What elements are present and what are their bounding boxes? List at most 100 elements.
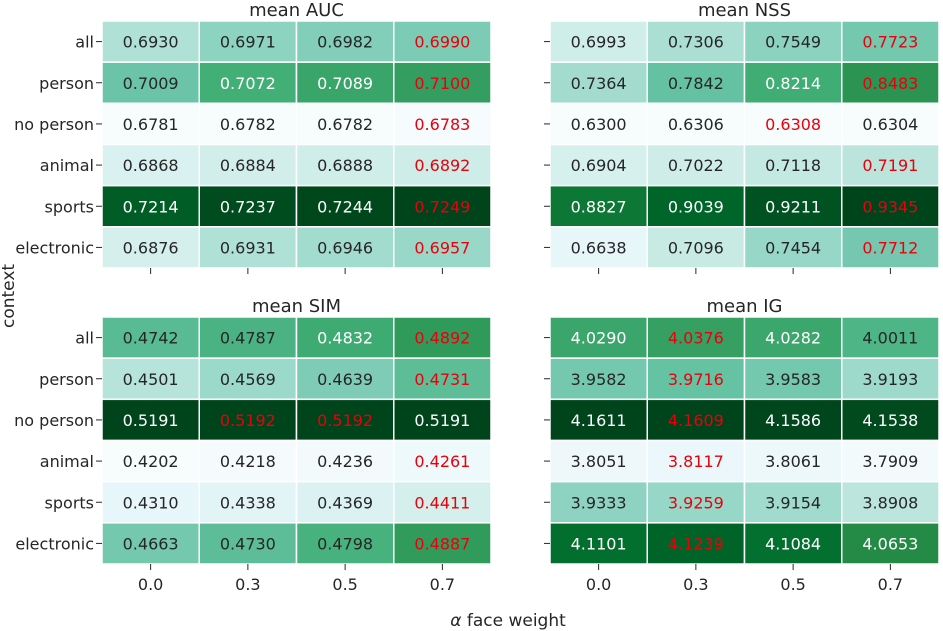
- y-tick-label: animal: [40, 452, 94, 471]
- cell-value-label: 0.6300: [571, 115, 627, 134]
- heatmap-panel: mean NSS 0.6993 0.7306 0.7549 0.7723 0.7364 0.…: [544, 0, 940, 274]
- cell-value-label: 3.9193: [862, 370, 918, 389]
- cell-value-label: 0.8483: [862, 74, 918, 93]
- cell-value-label: 0.4202: [123, 452, 179, 471]
- heatmap-cell: [295, 184, 395, 228]
- heatmap-cell: [393, 61, 492, 105]
- x-tick-label: 0.3: [683, 575, 708, 594]
- heatmap-cell: [841, 102, 940, 146]
- cell-value-label: 0.4218: [220, 452, 276, 471]
- x-tick-label: 0.0: [586, 575, 611, 594]
- cell-value-label: 4.0290: [571, 329, 627, 348]
- heatmap-cell: [101, 398, 200, 442]
- cell-value-label: 0.7118: [765, 156, 821, 175]
- cell-value-label: 0.6876: [123, 238, 179, 257]
- heatmap-cell: [198, 316, 298, 359]
- heatmap-cell: [841, 20, 940, 63]
- cell-value-label: 3.9582: [571, 370, 627, 389]
- y-tick-label: all: [75, 33, 94, 52]
- cell-value-label: 0.7009: [123, 74, 179, 93]
- cell-value-label: 0.4639: [317, 370, 373, 389]
- cell-value-label: 0.6990: [414, 33, 470, 52]
- cell-value-label: 0.6971: [220, 33, 276, 52]
- y-tick-label: person: [39, 74, 94, 93]
- heatmap-cell: [393, 522, 492, 565]
- heatmap-cell: [841, 398, 940, 442]
- heatmap-cell: [743, 143, 843, 187]
- cell-value-label: 4.1239: [668, 534, 724, 553]
- heatmap-cell: [393, 184, 492, 228]
- alpha-symbol: α: [450, 611, 461, 631]
- y-tick-label: no person: [14, 115, 94, 134]
- cell-value-label: 0.6904: [571, 156, 627, 175]
- cell-value-label: 0.7100: [414, 74, 470, 93]
- cell-value-label: 0.4310: [123, 493, 179, 512]
- x-tick-label: 0.5: [780, 575, 805, 594]
- cell-value-label: 4.1611: [571, 411, 627, 430]
- cell-value-label: 0.4663: [123, 534, 179, 553]
- heatmap-cell: [743, 480, 843, 524]
- cell-value-label: 0.4892: [414, 329, 470, 348]
- heatmap-cell: [198, 184, 298, 228]
- cell-value-label: 0.4730: [220, 534, 276, 553]
- cell-value-label: 3.8908: [862, 493, 918, 512]
- cell-value-label: 0.7712: [862, 238, 918, 257]
- heatmap-cell: [646, 480, 746, 524]
- y-tick-label: no person: [14, 411, 94, 430]
- heatmap-cell: [393, 439, 492, 483]
- x-tick-label: 0.3: [235, 575, 260, 594]
- heatmap-cell: [393, 102, 492, 146]
- cell-value-label: 3.9154: [765, 493, 821, 512]
- cell-value-label: 3.7909: [862, 452, 918, 471]
- cell-value-label: 0.5192: [317, 411, 373, 430]
- heatmap-cell: [841, 439, 940, 483]
- heatmap-cell: [295, 480, 395, 524]
- heatmap-cell: [198, 439, 298, 483]
- heatmap-cell: [198, 522, 298, 565]
- cell-value-label: 0.5191: [414, 411, 470, 430]
- heatmap-cell: [393, 143, 492, 187]
- cell-value-label: 0.6982: [317, 33, 373, 52]
- cell-value-label: 0.7364: [571, 74, 627, 93]
- heatmap-panel: mean IG 4.0290 4.0376 4.0282 4.0011 3.9582 3.9…: [544, 296, 940, 594]
- heatmap-cell: [295, 357, 395, 401]
- cell-value-label: 0.6782: [317, 115, 373, 134]
- cell-value-label: 0.6930: [123, 33, 179, 52]
- heatmap-cell: [646, 522, 746, 565]
- cell-value-label: 3.9259: [668, 493, 724, 512]
- heatmap-cell: [549, 20, 648, 63]
- cell-value-label: 0.4338: [220, 493, 276, 512]
- x-tick-label: 0.0: [138, 575, 163, 594]
- cell-value-label: 0.9345: [862, 197, 918, 216]
- cell-value-label: 0.4236: [317, 452, 373, 471]
- y-tick-label: electronic: [15, 238, 94, 257]
- heatmap-cell: [549, 226, 648, 269]
- x-tick-label: 0.5: [332, 575, 357, 594]
- cell-value-label: 0.5192: [220, 411, 276, 430]
- cell-value-label: 4.1101: [571, 534, 627, 553]
- cell-value-label: 4.0282: [765, 329, 821, 348]
- heatmap-panels: mean AUC 0.6930 0.6971 0.6982 0.6990 all 0.700…: [14, 0, 940, 594]
- cell-value-label: 0.7723: [862, 33, 918, 52]
- cell-value-label: 0.6946: [317, 238, 373, 257]
- panel-title: mean IG: [706, 296, 782, 317]
- cell-value-label: 0.6884: [220, 156, 276, 175]
- heatmap-cell: [841, 316, 940, 359]
- cell-value-label: 0.4569: [220, 370, 276, 389]
- heatmap-panel: mean SIM 0.4742 0.4787 0.4832 0.4892 all 0.450…: [14, 296, 492, 594]
- heatmap-cell: [841, 357, 940, 401]
- cell-value-label: 0.4742: [123, 329, 179, 348]
- heatmap-cell: [198, 357, 298, 401]
- cell-value-label: 0.7249: [414, 197, 470, 216]
- heatmap-cell: [841, 480, 940, 524]
- heatmap-cell: [295, 102, 395, 146]
- heatmap-cell: [198, 143, 298, 187]
- cell-value-label: 0.6783: [414, 115, 470, 134]
- cell-value-label: 4.1084: [765, 534, 821, 553]
- cell-value-label: 0.6868: [123, 156, 179, 175]
- cell-value-label: 0.4501: [123, 370, 179, 389]
- cell-value-label: 0.8214: [765, 74, 821, 93]
- heatmap-cell: [198, 20, 298, 63]
- heatmap-cell: [841, 226, 940, 269]
- cell-value-label: 3.8061: [765, 452, 821, 471]
